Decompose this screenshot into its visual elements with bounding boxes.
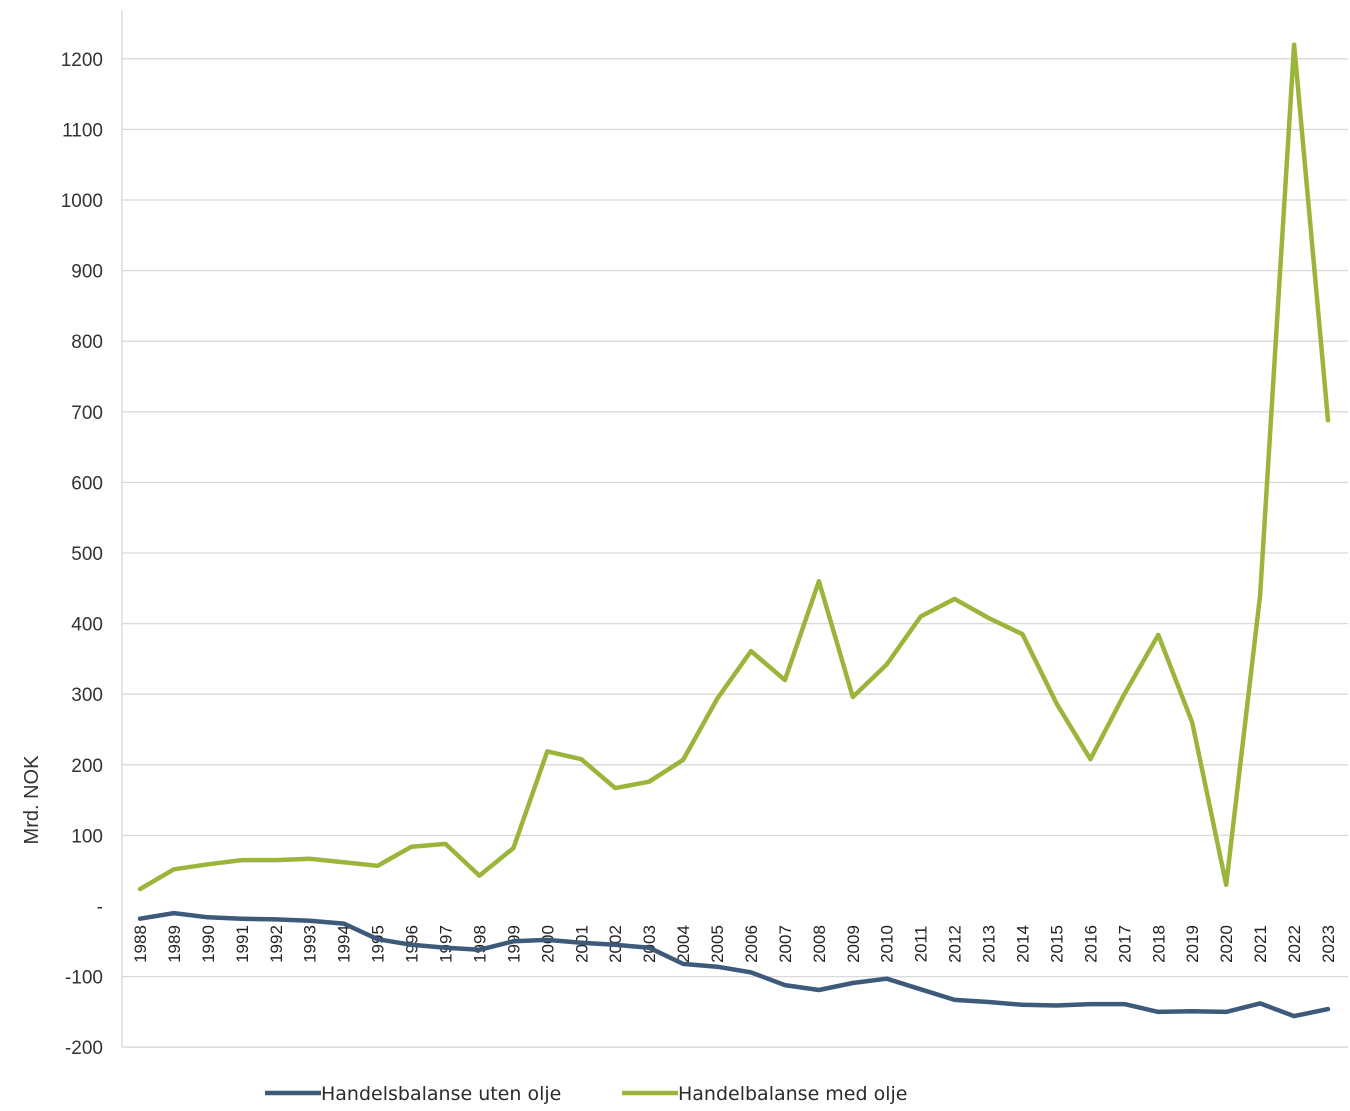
x-tick-label: 1990 bbox=[199, 925, 218, 963]
x-tick-label: 1995 bbox=[369, 925, 388, 963]
y-axis-label: Mrd. NOK bbox=[21, 755, 43, 845]
x-tick-label: 1998 bbox=[470, 925, 489, 963]
x-tick-label: 2011 bbox=[912, 926, 931, 963]
y-tick-label: 1000 bbox=[61, 191, 103, 212]
x-tick-label: 2009 bbox=[844, 925, 863, 963]
x-tick-label: 1993 bbox=[301, 925, 320, 963]
y-tick-labels: -200-100-1002003004005006007008009001000… bbox=[61, 50, 103, 1059]
x-tick-label: 2014 bbox=[1014, 925, 1033, 963]
y-tick-label: 900 bbox=[71, 262, 103, 283]
y-tick-label: 400 bbox=[71, 615, 103, 636]
series-line-med-olje bbox=[137, 42, 1331, 892]
x-tick-label: 1989 bbox=[165, 925, 184, 963]
legend-label: Handelbalanse med olje bbox=[678, 1083, 907, 1105]
x-tick-label: 2012 bbox=[946, 925, 965, 963]
x-tick-label: 2017 bbox=[1115, 925, 1134, 963]
x-tick-label: 2004 bbox=[674, 925, 693, 963]
y-tick-label: 300 bbox=[71, 685, 103, 706]
x-tick-label: 1997 bbox=[436, 925, 455, 963]
y-tick-label: -200 bbox=[65, 1038, 103, 1059]
series-lines bbox=[137, 42, 1331, 1019]
x-tick-label: 2018 bbox=[1149, 925, 1168, 963]
x-tick-label: 2020 bbox=[1217, 925, 1236, 963]
x-tick-label: 2006 bbox=[742, 925, 761, 963]
y-tick-label: 100 bbox=[71, 826, 103, 847]
legend-label: Handelsbalanse uten olje bbox=[321, 1083, 561, 1105]
x-tick-label: 2008 bbox=[810, 925, 829, 963]
y-tick-label: -100 bbox=[65, 968, 103, 989]
y-tick-label: 200 bbox=[71, 756, 103, 777]
y-tick-label: - bbox=[97, 897, 103, 918]
x-tick-label: 2000 bbox=[538, 925, 557, 963]
series-line-uten-olje bbox=[137, 910, 1331, 1019]
x-tick-label: 1991 bbox=[233, 925, 252, 963]
x-tick-label: 2015 bbox=[1047, 925, 1066, 963]
x-tick-label: 2021 bbox=[1251, 925, 1270, 963]
x-tick-label: 2019 bbox=[1183, 925, 1202, 963]
grid-lines bbox=[122, 58, 1348, 1048]
y-tick-label: 800 bbox=[71, 332, 103, 353]
x-tick-label: 2016 bbox=[1081, 925, 1100, 963]
x-tick-labels: 1988 1989 1990 1991 1992 1993 1994 1995 1996 1997… bbox=[131, 925, 1338, 963]
x-tick-label: 1999 bbox=[504, 925, 523, 963]
x-tick-label: 2023 bbox=[1319, 925, 1338, 963]
x-tick-label: 1992 bbox=[267, 925, 286, 963]
y-tick-label: 700 bbox=[71, 403, 103, 424]
x-tick-label: 2005 bbox=[708, 925, 727, 963]
x-tick-label: 2013 bbox=[980, 925, 999, 963]
x-tick-label: 2007 bbox=[776, 925, 795, 963]
x-tick-label: 2022 bbox=[1285, 925, 1304, 963]
y-tick-label: 500 bbox=[71, 544, 103, 565]
x-tick-label: 1988 bbox=[131, 925, 150, 963]
x-tick-label: 1994 bbox=[335, 925, 354, 963]
y-tick-label: 1100 bbox=[62, 120, 103, 141]
x-tick-label: 2003 bbox=[640, 925, 659, 963]
y-tick-label: 600 bbox=[71, 473, 103, 494]
y-tick-label: 1200 bbox=[61, 50, 103, 71]
legend: Handelsbalanse uten olje Handelbalanse me… bbox=[265, 1083, 907, 1105]
x-tick-label: 2010 bbox=[878, 925, 897, 963]
